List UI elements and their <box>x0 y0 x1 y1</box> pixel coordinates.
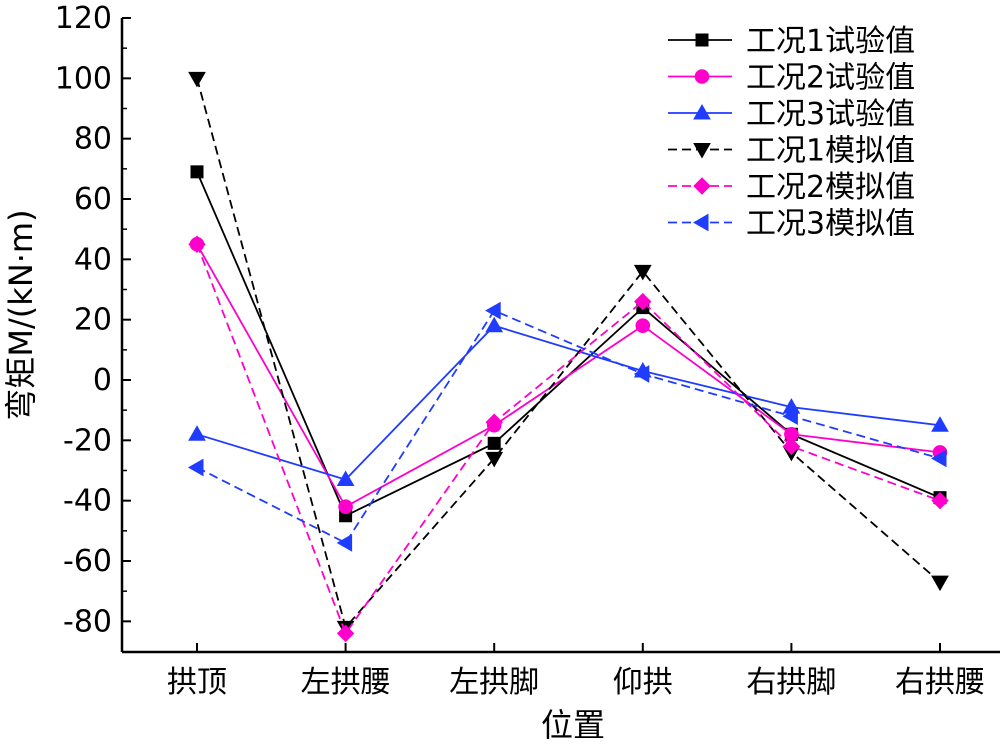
legend-marker <box>695 33 709 47</box>
y-tick-label: 80 <box>74 122 112 157</box>
y-axis-title: 弯矩M/(kN·m) <box>2 209 40 420</box>
data-point <box>485 451 504 468</box>
data-point <box>931 575 949 592</box>
y-tick-label: 20 <box>74 303 112 338</box>
data-point <box>782 407 798 426</box>
data-point <box>635 318 651 334</box>
legend-label: 工况1模拟值 <box>746 134 915 169</box>
data-point <box>633 264 652 281</box>
legend-label: 工况2模拟值 <box>746 170 915 205</box>
data-point <box>187 458 204 477</box>
x-tick-label: 左拱腰 <box>301 665 391 700</box>
y-tick-label: -60 <box>63 544 112 579</box>
data-point <box>634 292 652 311</box>
legend-label: 工况2试验值 <box>746 61 915 96</box>
series-line <box>196 243 941 508</box>
y-tick-label: -40 <box>63 484 112 519</box>
series-5 <box>188 235 949 643</box>
y-tick-label: -80 <box>63 604 112 639</box>
legend-entry: 工况3试验值 <box>668 97 915 132</box>
data-point <box>930 449 947 468</box>
series-layer <box>187 71 949 643</box>
y-tick-label: 0 <box>93 363 112 398</box>
legend-marker <box>693 177 711 195</box>
legend-marker <box>693 103 711 120</box>
data-point <box>782 437 801 456</box>
x-tick-label: 右拱腰 <box>895 665 985 700</box>
data-point <box>188 425 206 441</box>
legend-label: 工况1试验值 <box>746 24 915 59</box>
data-point <box>485 301 501 320</box>
data-point <box>931 416 949 432</box>
series-2 <box>189 236 948 515</box>
data-point <box>633 365 650 383</box>
legend-entry: 工况1模拟值 <box>668 134 915 169</box>
legend-label: 工况3模拟值 <box>746 207 915 242</box>
series-line <box>196 243 941 636</box>
legend-marker <box>692 213 709 232</box>
series-line <box>196 78 941 630</box>
x-axis-title: 位置 <box>541 706 605 744</box>
legend-marker <box>693 143 711 159</box>
x-tick-label: 拱顶 <box>167 665 227 700</box>
data-point <box>485 413 503 431</box>
data-point <box>336 624 355 643</box>
y-tick-label: 60 <box>74 182 112 217</box>
y-tick-label: 100 <box>55 61 112 96</box>
legend-label: 工况3试验值 <box>746 97 915 132</box>
legend-marker <box>694 69 710 84</box>
data-point <box>188 235 206 253</box>
data-point <box>188 71 206 88</box>
data-point <box>190 165 204 179</box>
series-line <box>196 324 941 481</box>
data-point <box>485 316 504 333</box>
legend-entry: 工况2试验值 <box>668 61 915 96</box>
x-tick-label: 左拱脚 <box>449 665 539 700</box>
series-6 <box>187 301 947 552</box>
x-tick-label: 仰拱 <box>613 665 673 700</box>
data-point <box>487 436 501 450</box>
x-tick-label: 右拱脚 <box>746 665 836 700</box>
legend-entry: 工况3模拟值 <box>668 207 915 242</box>
data-point <box>338 499 353 515</box>
y-tick-label: -20 <box>63 423 112 458</box>
data-point <box>336 470 355 487</box>
legend-entry: 工况1试验值 <box>668 24 915 59</box>
series-line <box>196 309 941 545</box>
series-3 <box>188 316 949 487</box>
axes: 120 100 80 60 40 20 0 -20 -40 -60 -80 拱顶 左拱腰 左拱脚 仰拱 右拱脚… <box>55 1 1000 700</box>
y-tick-label: 120 <box>55 1 112 36</box>
y-tick-label: 40 <box>74 242 112 277</box>
data-point <box>336 534 353 552</box>
legend-entry: 工况2模拟值 <box>668 170 915 205</box>
data-point <box>931 491 949 510</box>
